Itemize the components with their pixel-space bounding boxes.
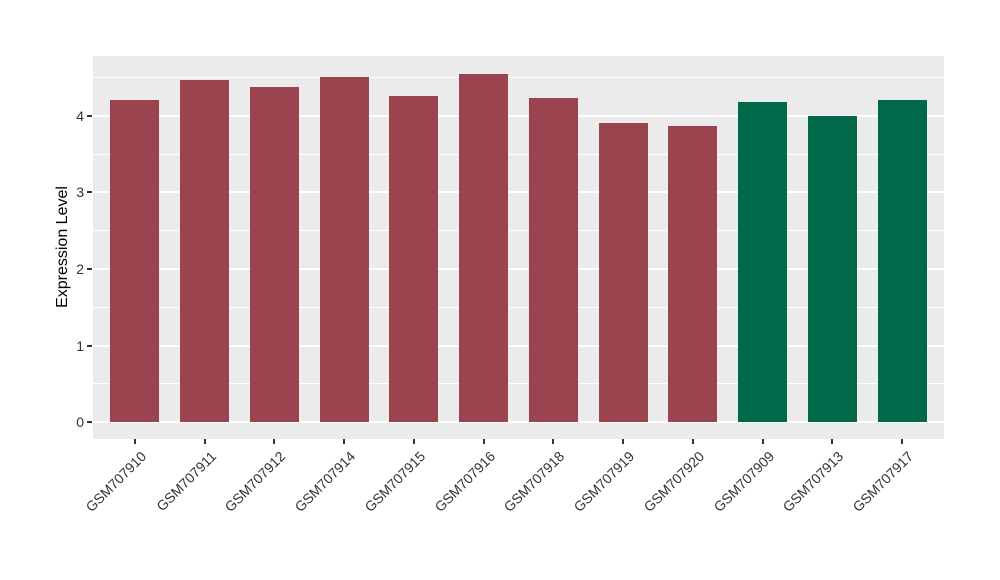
bar-GSM707910 xyxy=(110,99,160,423)
x-tick-label: GSM707914 xyxy=(291,448,359,515)
x-tick-mark xyxy=(203,439,206,444)
bar-GSM707911 xyxy=(180,79,229,423)
x-tick-mark xyxy=(831,439,834,444)
major-gridline xyxy=(93,191,944,194)
x-tick-mark xyxy=(901,439,904,444)
y-tick-mark xyxy=(87,114,92,117)
bar-GSM707919 xyxy=(598,123,648,423)
minor-gridline xyxy=(93,76,944,78)
minor-gridline xyxy=(93,306,944,308)
bar-GSM707916 xyxy=(459,73,509,423)
x-tick-mark xyxy=(552,439,555,444)
x-tick-mark xyxy=(133,439,136,444)
bar-GSM707917 xyxy=(877,100,927,423)
y-tick-mark xyxy=(87,267,92,270)
bar-GSM707909 xyxy=(738,101,788,423)
bar-GSM707914 xyxy=(319,76,369,423)
major-gridline xyxy=(93,421,944,424)
y-tick-label: 0 xyxy=(76,414,84,431)
x-tick-label: GSM707911 xyxy=(152,448,219,515)
bar-GSM707912 xyxy=(249,87,299,423)
x-tick-mark xyxy=(412,439,415,444)
bar-GSM707920 xyxy=(668,126,718,423)
x-tick-mark xyxy=(482,439,485,444)
x-tick-label: GSM707920 xyxy=(640,448,708,515)
major-gridline xyxy=(93,344,944,347)
minor-gridline xyxy=(93,153,944,155)
minor-gridline xyxy=(93,230,944,232)
bar-GSM707915 xyxy=(389,95,439,423)
x-tick-label: GSM707912 xyxy=(221,448,289,515)
x-tick-label: GSM707915 xyxy=(361,448,429,515)
bar-GSM707913 xyxy=(807,115,857,423)
bar-GSM707918 xyxy=(528,98,578,423)
x-tick-label: GSM707918 xyxy=(500,448,568,515)
x-tick-label: GSM707913 xyxy=(779,448,847,515)
x-tick-label: GSM707917 xyxy=(849,448,917,515)
major-gridline xyxy=(93,114,944,117)
major-gridline xyxy=(93,267,944,270)
x-tick-label: GSM707916 xyxy=(431,448,498,515)
x-tick-mark xyxy=(343,439,346,444)
y-tick-label: 4 xyxy=(76,107,84,124)
y-tick-mark xyxy=(87,421,92,424)
x-tick-label: GSM707919 xyxy=(570,448,638,515)
y-tick-mark xyxy=(87,191,92,194)
x-tick-mark xyxy=(622,439,625,444)
x-tick-mark xyxy=(273,439,276,444)
plot-panel xyxy=(93,56,944,439)
y-tick-label: 3 xyxy=(76,184,84,201)
y-tick-label: 2 xyxy=(76,260,84,277)
minor-gridline xyxy=(93,383,944,385)
x-tick-mark xyxy=(761,439,764,444)
x-tick-mark xyxy=(691,439,694,444)
y-tick-label: 1 xyxy=(76,337,84,354)
x-tick-label: GSM707909 xyxy=(710,448,777,515)
y-tick-mark xyxy=(87,344,92,347)
y-axis-title: Expression Level xyxy=(54,186,71,308)
x-tick-label: GSM707910 xyxy=(82,448,150,515)
